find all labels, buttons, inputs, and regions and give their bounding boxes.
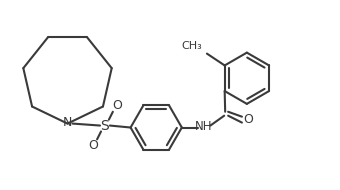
Text: S: S (101, 119, 109, 133)
Text: N: N (63, 116, 72, 129)
Text: O: O (88, 139, 98, 152)
Text: O: O (243, 113, 253, 126)
Text: NH: NH (195, 120, 212, 133)
Text: CH₃: CH₃ (181, 41, 202, 51)
Text: O: O (112, 99, 122, 112)
